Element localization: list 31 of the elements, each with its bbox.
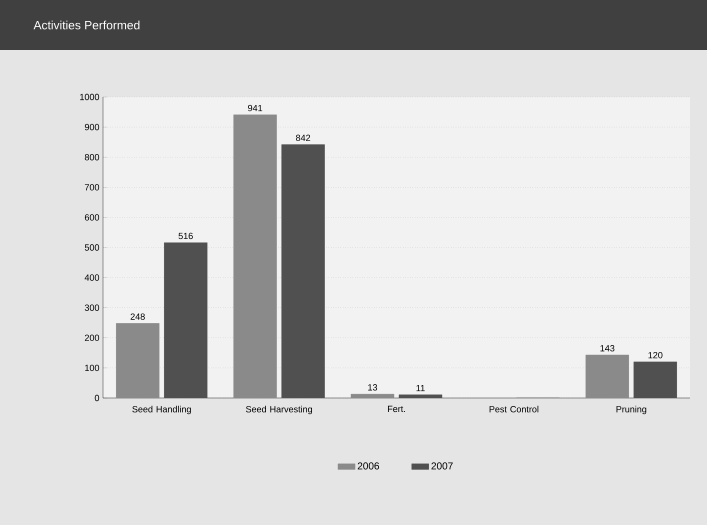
data-label: 516 xyxy=(178,232,193,240)
y-tick-label: 1000 xyxy=(80,94,100,100)
y-tick-label: 400 xyxy=(84,274,100,281)
y-tick-label: 0 xyxy=(94,394,100,402)
y-tick-label: 500 xyxy=(84,244,100,251)
data-label: 842 xyxy=(296,134,310,142)
legend-label: 2007 xyxy=(431,462,453,470)
chart-title: Activities Performed xyxy=(34,20,140,30)
y-tick-label: 700 xyxy=(84,184,100,190)
x-tick-label: Fert. xyxy=(388,406,405,412)
data-label: 120 xyxy=(648,352,662,358)
data-label: 248 xyxy=(130,313,145,320)
bar xyxy=(116,323,160,398)
bar xyxy=(350,394,394,398)
data-label: 11 xyxy=(416,384,425,392)
x-tick-label: Seed Harvesting xyxy=(246,406,312,414)
x-tick-label: Pruning xyxy=(616,406,646,414)
x-tick-label: Pest Control xyxy=(490,406,538,412)
y-tick-label: 800 xyxy=(84,154,100,160)
y-tick-label: 300 xyxy=(84,304,100,311)
y-tick-label: 600 xyxy=(84,214,100,221)
x-tick-label: Seed Handling xyxy=(132,406,191,414)
y-tick-label: 100 xyxy=(85,364,100,372)
data-label: 143 xyxy=(600,345,614,352)
legend-label: 2006 xyxy=(358,462,380,470)
bar xyxy=(586,354,630,398)
y-tick-label: 900 xyxy=(84,124,100,130)
y-tick-label: 200 xyxy=(84,334,100,341)
data-label: 13 xyxy=(368,384,378,391)
data-label: 941 xyxy=(248,104,262,112)
bar xyxy=(233,114,277,398)
